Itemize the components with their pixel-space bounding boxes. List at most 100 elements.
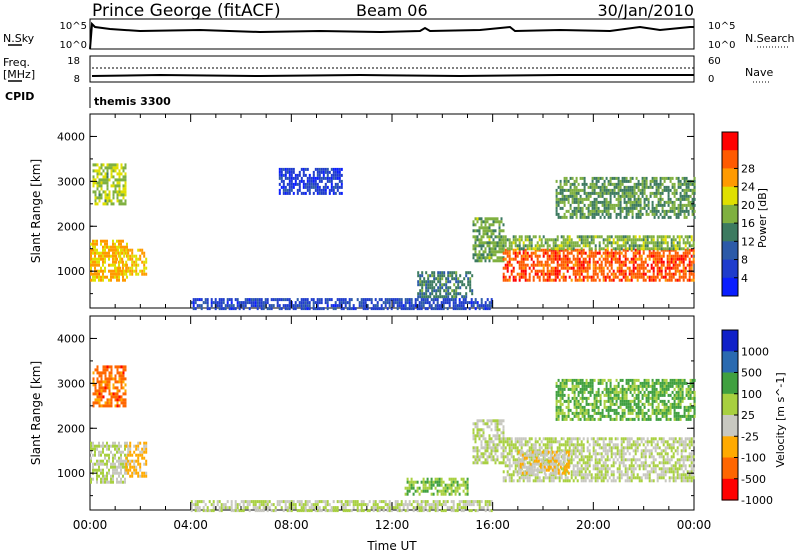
power-cell	[608, 260, 611, 264]
power-cell	[110, 269, 112, 273]
power-cell	[524, 272, 527, 276]
power-cell	[100, 196, 103, 200]
power-cell	[310, 298, 313, 302]
velocity-cell	[688, 446, 691, 450]
velocity-cell	[636, 437, 639, 441]
power-cell	[190, 301, 193, 305]
power-cell	[124, 190, 127, 194]
velocity-cell	[517, 462, 520, 466]
power-cell	[565, 179, 568, 183]
power-cell	[688, 260, 691, 264]
power-cell	[120, 172, 123, 176]
velocity-cell	[578, 443, 581, 447]
velocity-cell	[108, 401, 111, 405]
velocity-cell	[582, 443, 585, 447]
power-cell	[598, 263, 601, 267]
power-cell	[116, 184, 119, 188]
velocity-cell	[580, 479, 583, 483]
power-cell	[606, 257, 609, 261]
power-cell	[657, 200, 660, 204]
power-cell	[658, 241, 661, 245]
power-cell	[624, 272, 627, 276]
power-cell	[486, 304, 489, 308]
power-cell	[664, 238, 667, 242]
power-cell	[645, 203, 648, 207]
power-cell	[494, 259, 497, 263]
power-cell	[94, 202, 97, 206]
velocity-cell	[94, 444, 96, 448]
power-cell	[94, 163, 97, 167]
velocity-cell	[682, 464, 685, 468]
power-cell	[610, 257, 613, 261]
velocity-cell	[672, 455, 675, 459]
velocity-cell	[422, 483, 425, 487]
power-cell	[96, 275, 98, 279]
power-cell	[282, 188, 285, 192]
power-cell	[238, 304, 241, 308]
velocity-cell	[624, 437, 627, 441]
velocity-cell	[578, 449, 581, 453]
velocity-cell	[656, 452, 659, 456]
power-cell	[448, 298, 451, 302]
power-cell	[118, 193, 121, 197]
velocity-cell	[124, 453, 126, 457]
power-cell	[200, 298, 203, 302]
power-cell	[437, 295, 440, 299]
power-cell	[433, 286, 436, 290]
power-cell	[642, 260, 645, 264]
velocity-cell	[129, 444, 132, 448]
power-cell	[556, 251, 559, 255]
power-cell	[276, 301, 279, 305]
power-cell	[290, 167, 293, 171]
power-cell	[290, 173, 293, 177]
power-cell	[564, 257, 567, 261]
power-cell	[124, 166, 127, 170]
velocity-cell	[504, 455, 507, 459]
power-cell	[472, 304, 475, 308]
power-cell	[569, 215, 572, 219]
power-cell	[96, 187, 99, 191]
velocity-cell	[516, 458, 519, 462]
power-cell	[575, 194, 578, 198]
power-cell	[92, 278, 94, 282]
velocity-cell	[660, 452, 663, 456]
power-cell	[678, 244, 681, 248]
velocity-cell	[145, 474, 148, 478]
velocity-cell	[476, 446, 479, 450]
velocity-cell	[137, 471, 140, 475]
power-cell	[455, 295, 458, 299]
power-cell	[482, 235, 485, 239]
power-cell	[106, 175, 109, 179]
power-cell	[427, 277, 430, 281]
power-cell	[663, 212, 666, 216]
velocity-cell	[120, 453, 122, 457]
power-ylabel: Slant Range [km]	[29, 159, 43, 263]
velocity-cell	[502, 455, 505, 459]
power-cell	[528, 278, 531, 282]
power-cell	[492, 238, 495, 242]
power-cell	[635, 185, 638, 189]
velocity-cell	[137, 447, 140, 451]
power-cell	[314, 179, 317, 183]
velocity-cell	[118, 380, 121, 384]
power-cell	[482, 241, 485, 245]
power-cell	[622, 269, 625, 273]
velocity-cell	[556, 476, 559, 480]
power-cell	[571, 215, 574, 219]
power-cell	[609, 182, 612, 186]
power-cell	[679, 191, 682, 195]
power-cell	[623, 179, 626, 183]
power-cell	[665, 176, 668, 180]
power-cell	[616, 275, 619, 279]
velocity-cell	[125, 468, 128, 472]
velocity-cell	[110, 377, 113, 381]
power-cell	[658, 260, 661, 264]
velocity-cell	[139, 441, 142, 445]
velocity-cell	[141, 453, 144, 457]
power-cell	[506, 269, 509, 273]
velocity-cell	[608, 446, 611, 450]
power-cell	[474, 241, 477, 245]
velocity-cell	[610, 473, 613, 477]
power-cell	[679, 179, 682, 183]
power-cell	[632, 247, 635, 251]
